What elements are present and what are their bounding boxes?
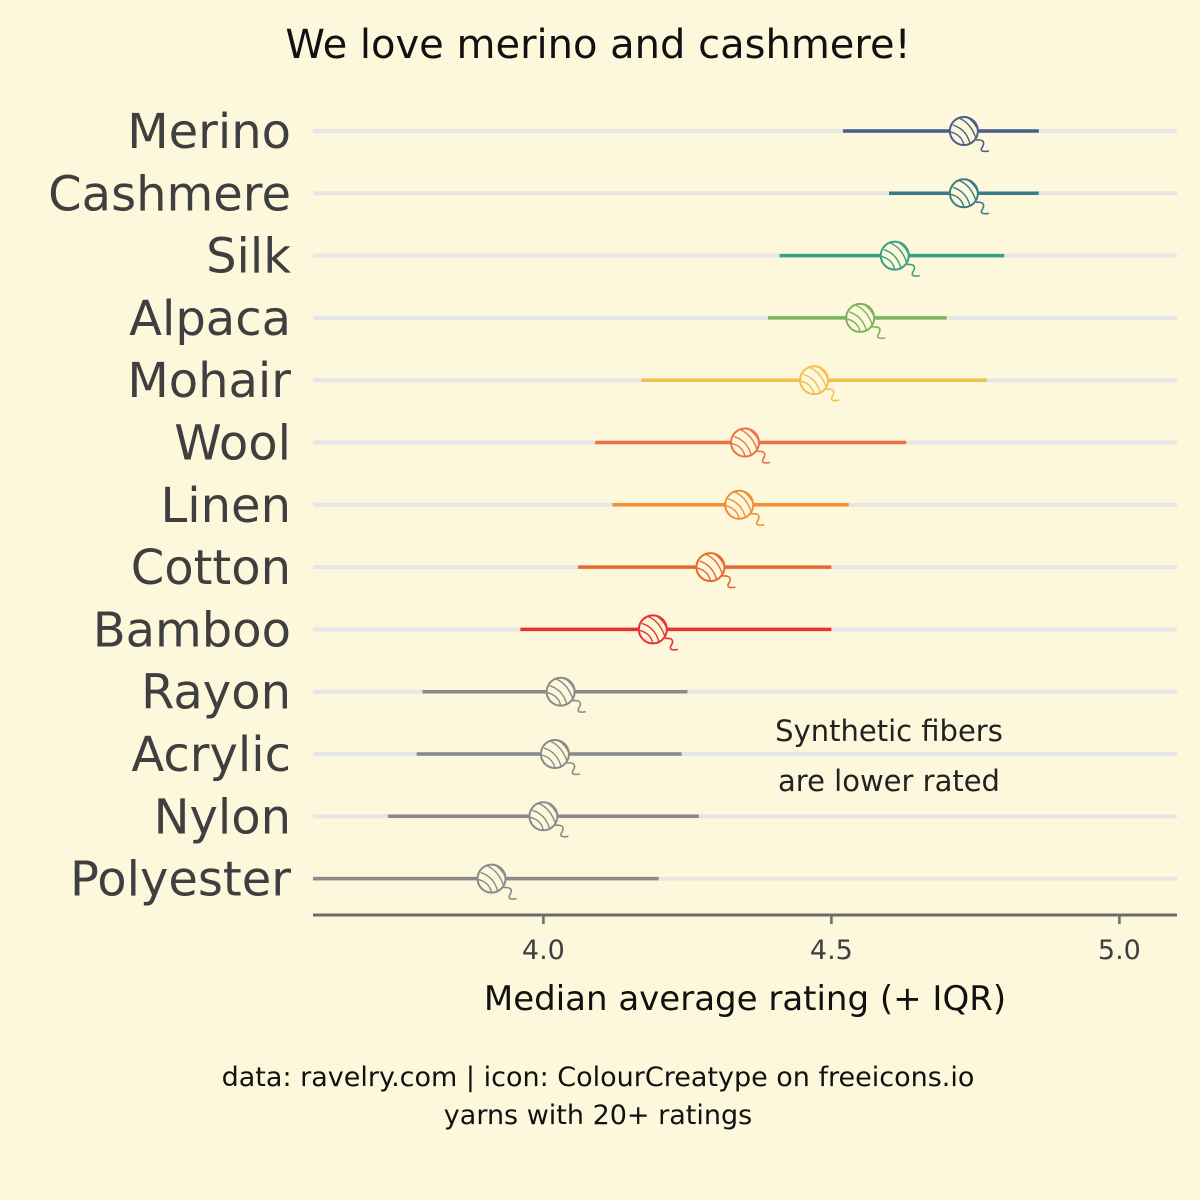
category-labels: Merino Cashmere Silk Alpaca Mohair Wool Linen C…	[48, 104, 291, 908]
caption-line-2: yarns with 20+ ratings	[444, 1100, 752, 1131]
yarn-ball-icon	[637, 614, 678, 651]
category-label: Alpaca	[129, 291, 291, 347]
category-label: Rayon	[141, 665, 291, 721]
yarn-ball-icon	[948, 178, 990, 215]
yarn-ball-icon	[799, 365, 840, 402]
category-label: Cashmere	[48, 166, 291, 222]
yarn-ball-icon	[695, 552, 736, 589]
annotation-line-1: Synthetic fibers	[775, 714, 1003, 748]
chart-title: We love merino and cashmere!	[285, 22, 910, 68]
category-label: Merino	[127, 104, 291, 160]
x-axis-ticks: 4.0 4.5 5.0	[522, 915, 1141, 966]
median-markers	[476, 116, 990, 900]
yarn-ball-icon	[528, 801, 569, 838]
x-tick-label: 5.0	[1098, 935, 1141, 966]
category-label: Linen	[161, 478, 291, 534]
yarn-ball-icon	[879, 240, 920, 277]
yarn-ball-icon	[845, 302, 886, 340]
caption: data: ravelry.com | icon: ColourCreatype…	[222, 1062, 975, 1131]
yarn-ball-icon	[476, 863, 517, 900]
x-axis-title: Median average rating (+ IQR)	[484, 979, 1006, 1019]
yarn-ball-icon	[545, 676, 586, 713]
yarn-ball-icon	[948, 116, 990, 153]
category-label: Wool	[174, 416, 291, 472]
category-label: Cotton	[131, 540, 291, 596]
category-label: Polyester	[70, 852, 291, 908]
category-label: Nylon	[154, 789, 291, 845]
yarn-ball-icon	[724, 489, 765, 527]
category-label: Bamboo	[93, 602, 291, 658]
category-label: Acrylic	[131, 727, 291, 783]
category-label: Silk	[206, 229, 291, 285]
annotation-line-2: are lower rated	[778, 764, 1000, 798]
yarn-ball-icon	[539, 739, 581, 776]
x-tick-label: 4.0	[522, 935, 565, 966]
synthetic-fibers-annotation: Synthetic fibers are lower rated	[775, 714, 1003, 798]
x-tick-label: 4.5	[810, 935, 853, 966]
category-label: Mohair	[127, 353, 291, 409]
yarn-ball-icon	[730, 427, 771, 464]
caption-line-1: data: ravelry.com | icon: ColourCreatype…	[222, 1062, 975, 1093]
